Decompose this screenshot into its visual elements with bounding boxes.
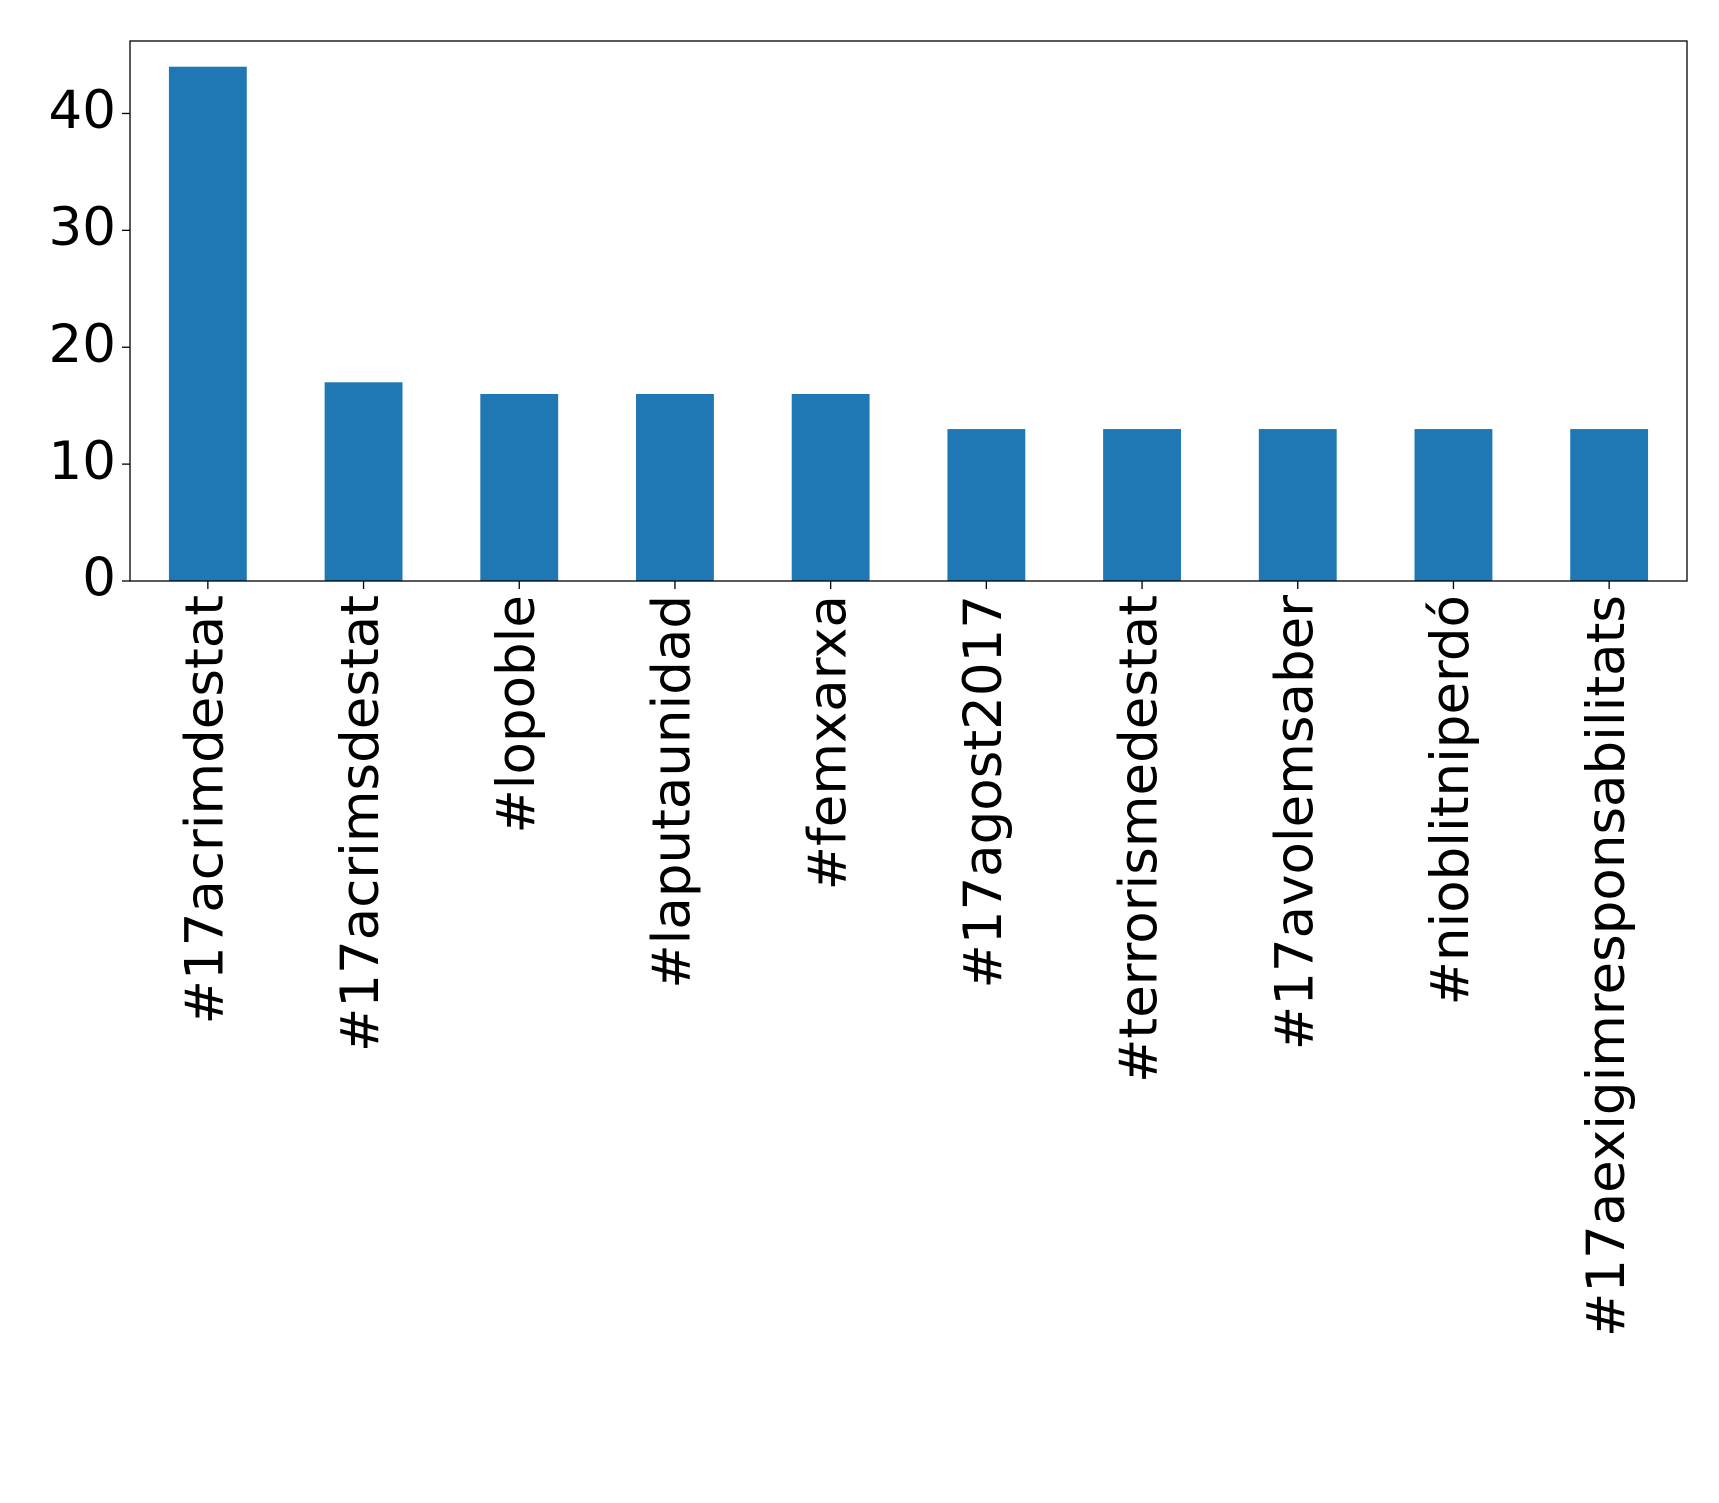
x-tick-label: #femxarxa — [797, 595, 858, 890]
x-tick-label: #17acrimdestat — [174, 595, 235, 1025]
x-tick-label: #terrorismedestat — [1109, 595, 1170, 1083]
bar — [947, 429, 1026, 581]
x-tick-label: #nioblitniperdó — [1420, 595, 1481, 1006]
bar — [1103, 429, 1181, 581]
bar — [1414, 429, 1493, 581]
x-tick-label: #17avolemsaber — [1264, 595, 1325, 1050]
plot-frame — [129, 40, 1688, 582]
x-tick-label: #lopoble — [486, 595, 547, 834]
x-tick-label: #17acrimsdestat — [330, 595, 391, 1052]
x-tick-label: #laputaunidad — [642, 595, 703, 989]
bar — [324, 382, 403, 581]
x-tick-label: #17aexigimresponsabilitats — [1576, 595, 1637, 1337]
bar — [480, 393, 559, 581]
x-tick-label: #17agost2017 — [953, 595, 1014, 989]
bar — [636, 393, 714, 581]
bar — [791, 393, 870, 581]
y-tick-label: 20 — [49, 314, 116, 375]
bar — [1258, 429, 1337, 581]
bar — [1570, 429, 1649, 581]
y-tick-label: 10 — [49, 431, 116, 492]
y-tick-label: 40 — [49, 80, 116, 141]
y-tick-label: 0 — [82, 548, 116, 609]
y-tick-label: 30 — [49, 197, 116, 258]
bar — [168, 66, 247, 581]
